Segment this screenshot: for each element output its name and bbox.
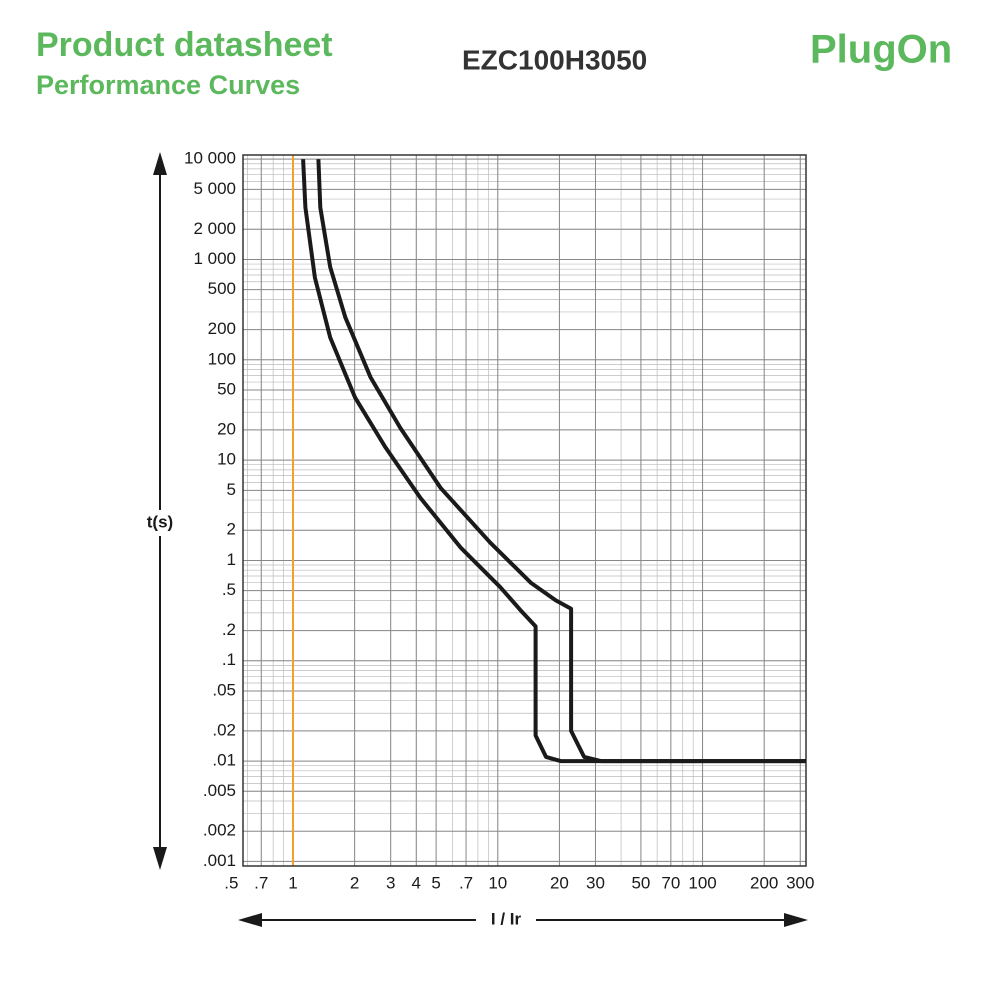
y-tick-label: .05 xyxy=(212,680,236,699)
subtitle: Performance Curves xyxy=(36,70,300,100)
y-tick-label: .5 xyxy=(222,580,236,599)
x-tick-label: 2 xyxy=(350,873,359,892)
logo: PlugOn xyxy=(810,28,952,72)
x-tick-label: 4 xyxy=(412,873,421,892)
y-tick-label: 1 000 xyxy=(193,249,236,268)
y-tick-label: 100 xyxy=(208,349,236,368)
x-tick-label: 1 xyxy=(288,873,297,892)
y-tick-label: 200 xyxy=(208,319,236,338)
x-tick-label: 3 xyxy=(386,873,395,892)
x-tick-label: 300 xyxy=(786,873,814,892)
y-axis-label: t(s) xyxy=(147,512,173,531)
x-tick-label: 200 xyxy=(750,873,778,892)
y-tick-label: 20 xyxy=(217,419,236,438)
x-tick-label: 100 xyxy=(688,873,716,892)
y-tick-label: 500 xyxy=(208,279,236,298)
y-tick-label: .01 xyxy=(212,751,236,770)
x-tick-label: 20 xyxy=(550,873,569,892)
x-tick-label: .7 xyxy=(254,873,268,892)
title: Product datasheet xyxy=(36,26,333,64)
y-tick-label: 50 xyxy=(217,379,236,398)
x-tick-label: 70 xyxy=(661,873,680,892)
x-tick-label: .7 xyxy=(459,873,473,892)
x-axis-label: I / Ir xyxy=(491,909,522,928)
plot: 10 000 5 000 2 000 1 000 500 200 100 50 20 10 5 2 1.… xyxy=(184,149,814,893)
y-tick-label: 1 xyxy=(227,550,236,569)
y-tick-label: 10 000 xyxy=(184,149,236,168)
curve xyxy=(316,159,806,764)
x-tick-label: 5 xyxy=(431,873,440,892)
curve xyxy=(301,159,806,764)
x-tick-label: .5 xyxy=(224,873,238,892)
y-tick-label: 5 000 xyxy=(193,179,236,198)
y-tick-label: .001 xyxy=(203,851,236,870)
y-tick-label: .2 xyxy=(222,620,236,639)
product-code: EZC100H3050 xyxy=(462,44,647,75)
y-tick-label: .005 xyxy=(203,781,236,800)
x-tick-label: 30 xyxy=(586,873,605,892)
y-tick-label: 5 xyxy=(227,480,236,499)
y-tick-label: .02 xyxy=(212,720,236,739)
y-tick-label: 2 xyxy=(227,520,236,539)
y-tick-label: 2 000 xyxy=(193,219,236,238)
y-tick-label: .002 xyxy=(203,821,236,840)
x-tick-label: 50 xyxy=(631,873,650,892)
x-tick-label: 10 xyxy=(488,873,507,892)
y-tick-label: .1 xyxy=(222,650,236,669)
plot-frame xyxy=(242,154,807,867)
y-tick-label: 10 xyxy=(217,450,236,469)
